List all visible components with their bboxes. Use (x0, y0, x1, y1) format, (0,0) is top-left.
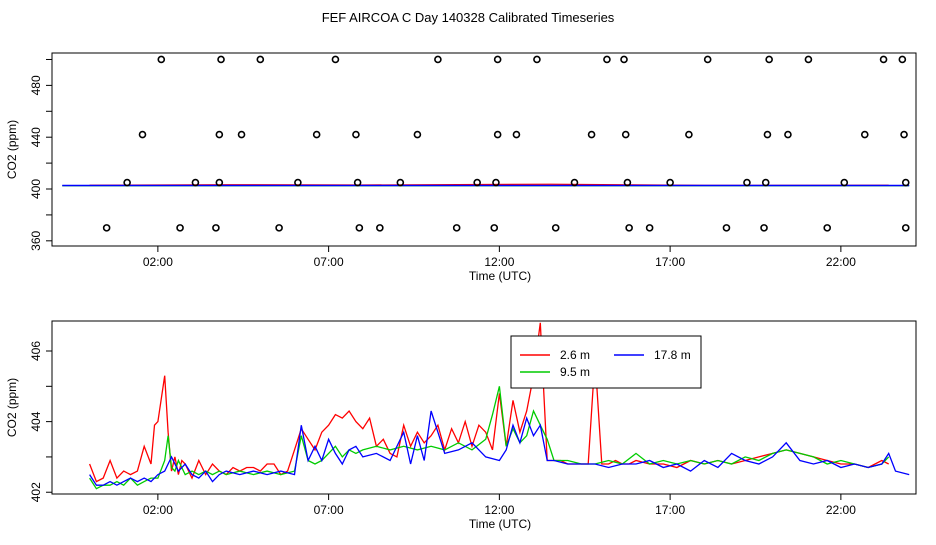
scatter-point (217, 55, 225, 64)
scatter-point (533, 55, 541, 64)
scatter-point (256, 55, 265, 64)
scatter-point (804, 55, 813, 64)
scatter-point (294, 178, 302, 187)
scatter-point (331, 55, 340, 64)
scatter-point (237, 130, 246, 139)
x-tick-label: 07:00 (314, 255, 344, 269)
scatter-point (763, 130, 772, 139)
scatter-point (352, 130, 360, 139)
scatter-point (722, 224, 731, 232)
y-tick-label: 440 (29, 127, 43, 147)
scatter-point (901, 178, 910, 187)
scatter-point (765, 55, 773, 64)
scatter-point (138, 130, 147, 139)
scatter-point (587, 130, 596, 139)
scatter-point (860, 130, 869, 139)
series-line-2-6-m (88, 322, 889, 483)
scatter-point (760, 224, 768, 232)
scatter-point (123, 178, 131, 187)
scatter-point (473, 178, 481, 187)
scatter-point (551, 224, 560, 232)
x-tick-label: 22:00 (826, 503, 856, 517)
scatter-point (312, 130, 321, 139)
y-axis-label: CO2 (ppm) (5, 378, 19, 437)
bottom-panel: 02:00 07:00 12:00 17:00 22:00 402 404 406 Time (… (5, 320, 917, 531)
scatter-point (452, 224, 461, 232)
scatter-point (666, 178, 674, 187)
scatter-point (784, 130, 792, 139)
scatter-point (493, 130, 502, 139)
scatter-point (645, 224, 654, 232)
scatter-point (176, 224, 184, 232)
x-tick-label: 22:00 (826, 255, 856, 269)
scatter-point (840, 178, 849, 187)
scatter-point (823, 224, 832, 232)
y-tick-label: 400 (29, 179, 43, 199)
scatter-point (625, 224, 633, 232)
scatter-point (490, 224, 499, 232)
scatter-point (215, 130, 224, 139)
scatter-point (620, 55, 628, 64)
scatter-point (879, 55, 888, 64)
scatter-point (434, 55, 442, 64)
plot-frame (51, 320, 917, 495)
x-tick-label: 12:00 (484, 503, 514, 517)
scatter-point (703, 55, 712, 64)
scatter-point (603, 55, 611, 64)
y-tick-label: 404 (29, 411, 43, 431)
x-tick-label: 17:00 (655, 503, 685, 517)
scatter-point (355, 224, 364, 232)
scatter-point (353, 178, 362, 187)
x-tick-label: 07:00 (314, 503, 344, 517)
y-tick-label: 480 (29, 75, 43, 95)
plot-frame (51, 52, 917, 247)
scatter-point (492, 178, 500, 187)
x-tick-label: 17:00 (655, 255, 685, 269)
legend-label: 17.8 m (654, 348, 691, 362)
x-tick-label: 12:00 (484, 255, 514, 269)
scatter-point (761, 178, 770, 187)
legend-label: 9.5 m (560, 365, 590, 379)
y-tick-label: 360 (29, 230, 43, 250)
scatter-point (621, 130, 630, 139)
scatter-point (413, 130, 422, 139)
scatter-point (685, 130, 693, 139)
legend-box (510, 335, 702, 389)
scatter-point (191, 178, 200, 187)
x-axis-label: Time (UTC) (469, 269, 531, 283)
scatter-point (901, 224, 910, 232)
scatter-point (493, 55, 502, 64)
scatter-point (212, 224, 220, 232)
x-axis-label: Time (UTC) (469, 517, 531, 531)
y-axis-label: CO2 (ppm) (5, 120, 19, 179)
scatter-point (898, 55, 907, 64)
scatter-point (275, 224, 283, 232)
scatter-point (900, 130, 908, 139)
scatter-point (512, 130, 521, 139)
scatter-point (570, 178, 579, 187)
legend: 2.6 m 17.8 m 9.5 m (510, 335, 702, 389)
series-line-17-8-m (89, 410, 910, 486)
scatter-point (102, 224, 111, 232)
y-tick-label: 402 (29, 482, 43, 502)
scatter-point (623, 178, 632, 187)
x-tick-label: 02:00 (143, 503, 173, 517)
y-tick-label: 406 (29, 341, 43, 361)
top-panel: 02:00 07:00 12:00 17:00 22:00 360 400 440 480 Tim… (5, 52, 917, 283)
scatter-point (396, 178, 405, 187)
x-tick-label: 02:00 (143, 255, 173, 269)
scatter-point (376, 224, 384, 232)
scatter-point (157, 55, 166, 64)
scatter-point (743, 178, 751, 187)
scatter-point (215, 178, 224, 187)
legend-label: 2.6 m (560, 348, 590, 362)
series-line-9-5-m (89, 386, 890, 490)
chart-title: FEF AIRCOA C Day 140328 Calibrated Times… (322, 10, 615, 25)
